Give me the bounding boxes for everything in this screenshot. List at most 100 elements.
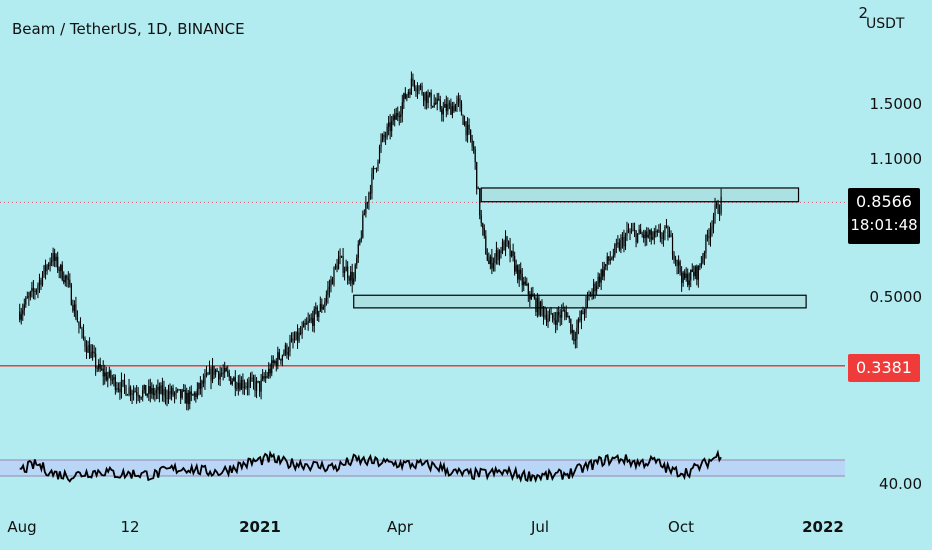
candle-body [424,92,426,101]
candle-body [181,390,183,398]
candle-body [321,303,323,310]
candle-body [312,318,314,326]
candle-body [615,244,617,246]
candle-body [518,269,520,280]
candle-body [606,256,608,264]
candle-body [345,266,347,272]
candle-body [388,122,390,127]
candle-body [134,391,136,393]
candle-body [142,389,144,398]
candle-body [637,233,639,243]
candle-body [84,338,86,347]
candle-body [337,257,340,270]
candle-body [218,371,220,380]
candle-body [476,162,478,189]
candle-body [656,230,658,233]
candle-body [161,385,164,396]
candle-body [184,389,186,404]
candle-body [406,94,408,99]
candle-body [466,124,469,136]
candle-body [328,286,331,289]
candle-body [435,102,437,104]
candle-body [491,256,493,269]
candle-body [327,288,329,296]
candle-body [658,230,660,232]
candle-body [324,301,326,308]
candle-body [694,266,696,277]
candle-body [289,341,291,352]
candle-body [249,379,252,382]
candle-body [58,269,60,272]
candle-body [221,373,223,375]
candle-body [545,314,548,323]
candle-body [126,394,129,396]
candle-body [216,369,218,372]
candle-body [49,262,51,266]
candle-body [243,386,246,388]
candle-body [401,102,403,115]
candle-body [359,239,361,245]
candle-body [527,283,529,295]
candle-body [149,386,151,394]
candle-body [371,173,373,194]
candle-body [374,167,376,169]
candle-body [539,301,542,315]
candle-body [548,314,551,319]
currency-label: USDT [866,16,905,32]
candle-body [137,395,139,397]
candle-body [219,373,221,380]
candle-body [442,107,444,115]
candle-body [697,265,699,280]
candle-body [31,287,33,292]
price-tick-1: 1.5000 [869,95,923,113]
candle-body [107,376,109,381]
candle-body [665,226,668,228]
candle-body [599,276,601,283]
candle-body [299,332,302,334]
candle-body [383,134,385,138]
candle-body [75,304,77,319]
candle-body [667,226,669,238]
candle-body [228,373,230,377]
candle-body [644,231,646,239]
candle-body [433,102,435,107]
candle-body [638,229,640,234]
candle-body [131,393,133,396]
candle-body [398,116,400,118]
candle-body [336,265,338,270]
candle-body [650,230,652,240]
candle-body [498,250,501,261]
candle-body [500,250,502,254]
candle-body [521,273,523,286]
candle-body [653,231,655,238]
candle-body [254,381,256,391]
candle-body [281,355,283,361]
candle-body [148,386,150,395]
candle-body [378,146,381,162]
candle-body [211,366,214,381]
candle-body [252,377,255,382]
candle-body [413,80,416,88]
candle-body [90,351,92,358]
candle-body [556,312,558,325]
candle-body [51,260,53,263]
resistance-zone [480,187,800,203]
chart-title: Beam / TetherUS, 1D, BINANCE [12,20,245,38]
candle-body [555,320,557,325]
candle-body [564,310,566,312]
candle-body [170,388,173,395]
candle-body [659,230,661,238]
candle-body [117,388,120,390]
candle-body [643,234,645,239]
candle-body [676,259,678,266]
candle-body [400,114,402,118]
candle-body [292,338,294,341]
candle-body [427,95,429,104]
candle-body [105,372,107,381]
candle-body [372,168,375,174]
candle-body [296,331,299,341]
candle-body [649,230,651,235]
candle-body [530,293,532,300]
candle-body [609,259,611,261]
